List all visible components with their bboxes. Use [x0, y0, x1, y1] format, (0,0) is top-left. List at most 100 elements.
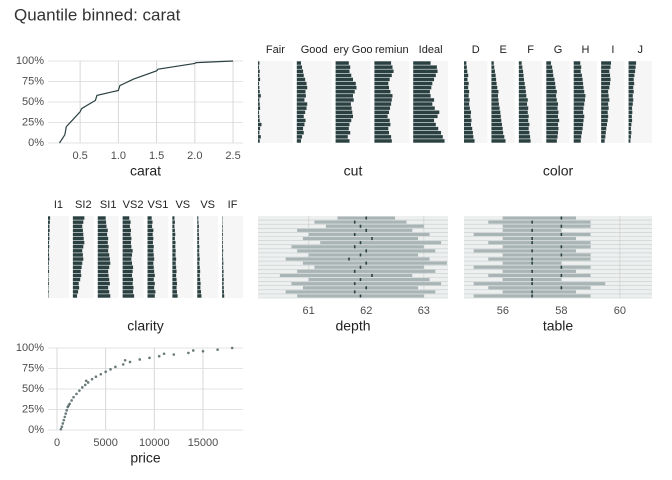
bar: [413, 139, 445, 143]
x-tick-label: 2.5: [225, 150, 240, 162]
bar: [296, 81, 307, 86]
point: [216, 348, 219, 351]
facet-label: VS: [175, 199, 190, 211]
chart-title: Quantile binned: carat: [14, 5, 181, 24]
bar: [546, 139, 557, 143]
median-mark: [531, 261, 533, 265]
median-mark: [359, 253, 362, 257]
x-tick-label: 1.0: [111, 150, 126, 162]
bar: [601, 139, 605, 143]
bar: [601, 65, 611, 69]
bar: [147, 236, 154, 241]
bar: [518, 118, 529, 123]
bar: [573, 131, 582, 135]
bar: [573, 81, 584, 86]
facet-bg: [335, 61, 371, 143]
bar: [97, 216, 106, 220]
point: [81, 386, 84, 389]
median-mark: [353, 245, 356, 249]
range-bar: [502, 224, 591, 228]
bar: [122, 261, 133, 265]
point: [72, 395, 75, 399]
bar: [628, 61, 637, 65]
x-tick-label: 2.0: [187, 150, 202, 162]
bar: [601, 106, 609, 110]
bar: [335, 131, 351, 135]
bar: [197, 261, 200, 265]
bar: [122, 294, 135, 298]
bar: [72, 249, 83, 253]
bar: [197, 273, 200, 278]
bar: [374, 69, 394, 73]
bar: [628, 106, 633, 110]
bar: [296, 106, 307, 110]
bar: [335, 106, 352, 110]
bar: [573, 98, 585, 102]
bar: [374, 131, 390, 135]
median-mark: [371, 237, 373, 241]
bar: [601, 98, 610, 102]
bar: [601, 77, 611, 82]
bar: [197, 286, 201, 290]
bar: [258, 106, 261, 110]
y-tick-label: 0%: [28, 424, 44, 436]
bar: [172, 232, 176, 237]
bar: [258, 81, 260, 86]
bar: [147, 273, 155, 278]
bar: [374, 110, 390, 114]
bar: [197, 277, 201, 282]
bar: [546, 69, 553, 73]
bar: [197, 245, 200, 249]
x-tick-label: 0.5: [72, 150, 87, 162]
bar: [48, 228, 50, 233]
bar: [72, 216, 85, 220]
bar: [335, 102, 351, 106]
median-mark: [531, 220, 533, 224]
bar: [258, 131, 260, 135]
point: [65, 409, 69, 412]
bar: [413, 85, 432, 90]
bar: [374, 77, 390, 82]
bar: [518, 94, 527, 98]
x-tick-label: 56: [497, 305, 509, 317]
bar: [97, 290, 110, 294]
point: [62, 418, 66, 422]
bar: [518, 135, 531, 139]
bar: [222, 269, 224, 274]
bar: [222, 236, 223, 241]
bar: [122, 290, 134, 294]
median-mark: [353, 282, 356, 286]
bar: [48, 269, 50, 274]
x-tick-label: 58: [555, 305, 567, 317]
point: [99, 372, 103, 376]
bar: [518, 85, 526, 90]
bar: [197, 224, 199, 228]
bar: [197, 216, 199, 220]
bar: [48, 224, 50, 228]
bar: [72, 236, 84, 241]
x-axis-label: carat: [130, 163, 161, 179]
bar: [546, 102, 558, 106]
bar: [72, 220, 84, 224]
bar: [222, 277, 224, 282]
bar: [172, 220, 175, 224]
range-bar: [302, 286, 419, 290]
bar: [72, 232, 84, 237]
range-bar: [488, 273, 591, 277]
bar: [491, 122, 502, 127]
y-tick-label: 0%: [28, 137, 44, 149]
bar: [97, 228, 108, 233]
range-bar: [314, 220, 407, 224]
median-mark: [371, 273, 373, 277]
bar: [172, 236, 175, 241]
bar: [335, 118, 352, 123]
bar: [296, 114, 304, 119]
bar: [374, 135, 392, 139]
bar: [122, 265, 134, 269]
bar: [296, 69, 304, 73]
x-axis-label: clarity: [127, 318, 164, 334]
bar: [335, 77, 353, 82]
bar: [72, 273, 82, 278]
bar: [546, 94, 557, 98]
